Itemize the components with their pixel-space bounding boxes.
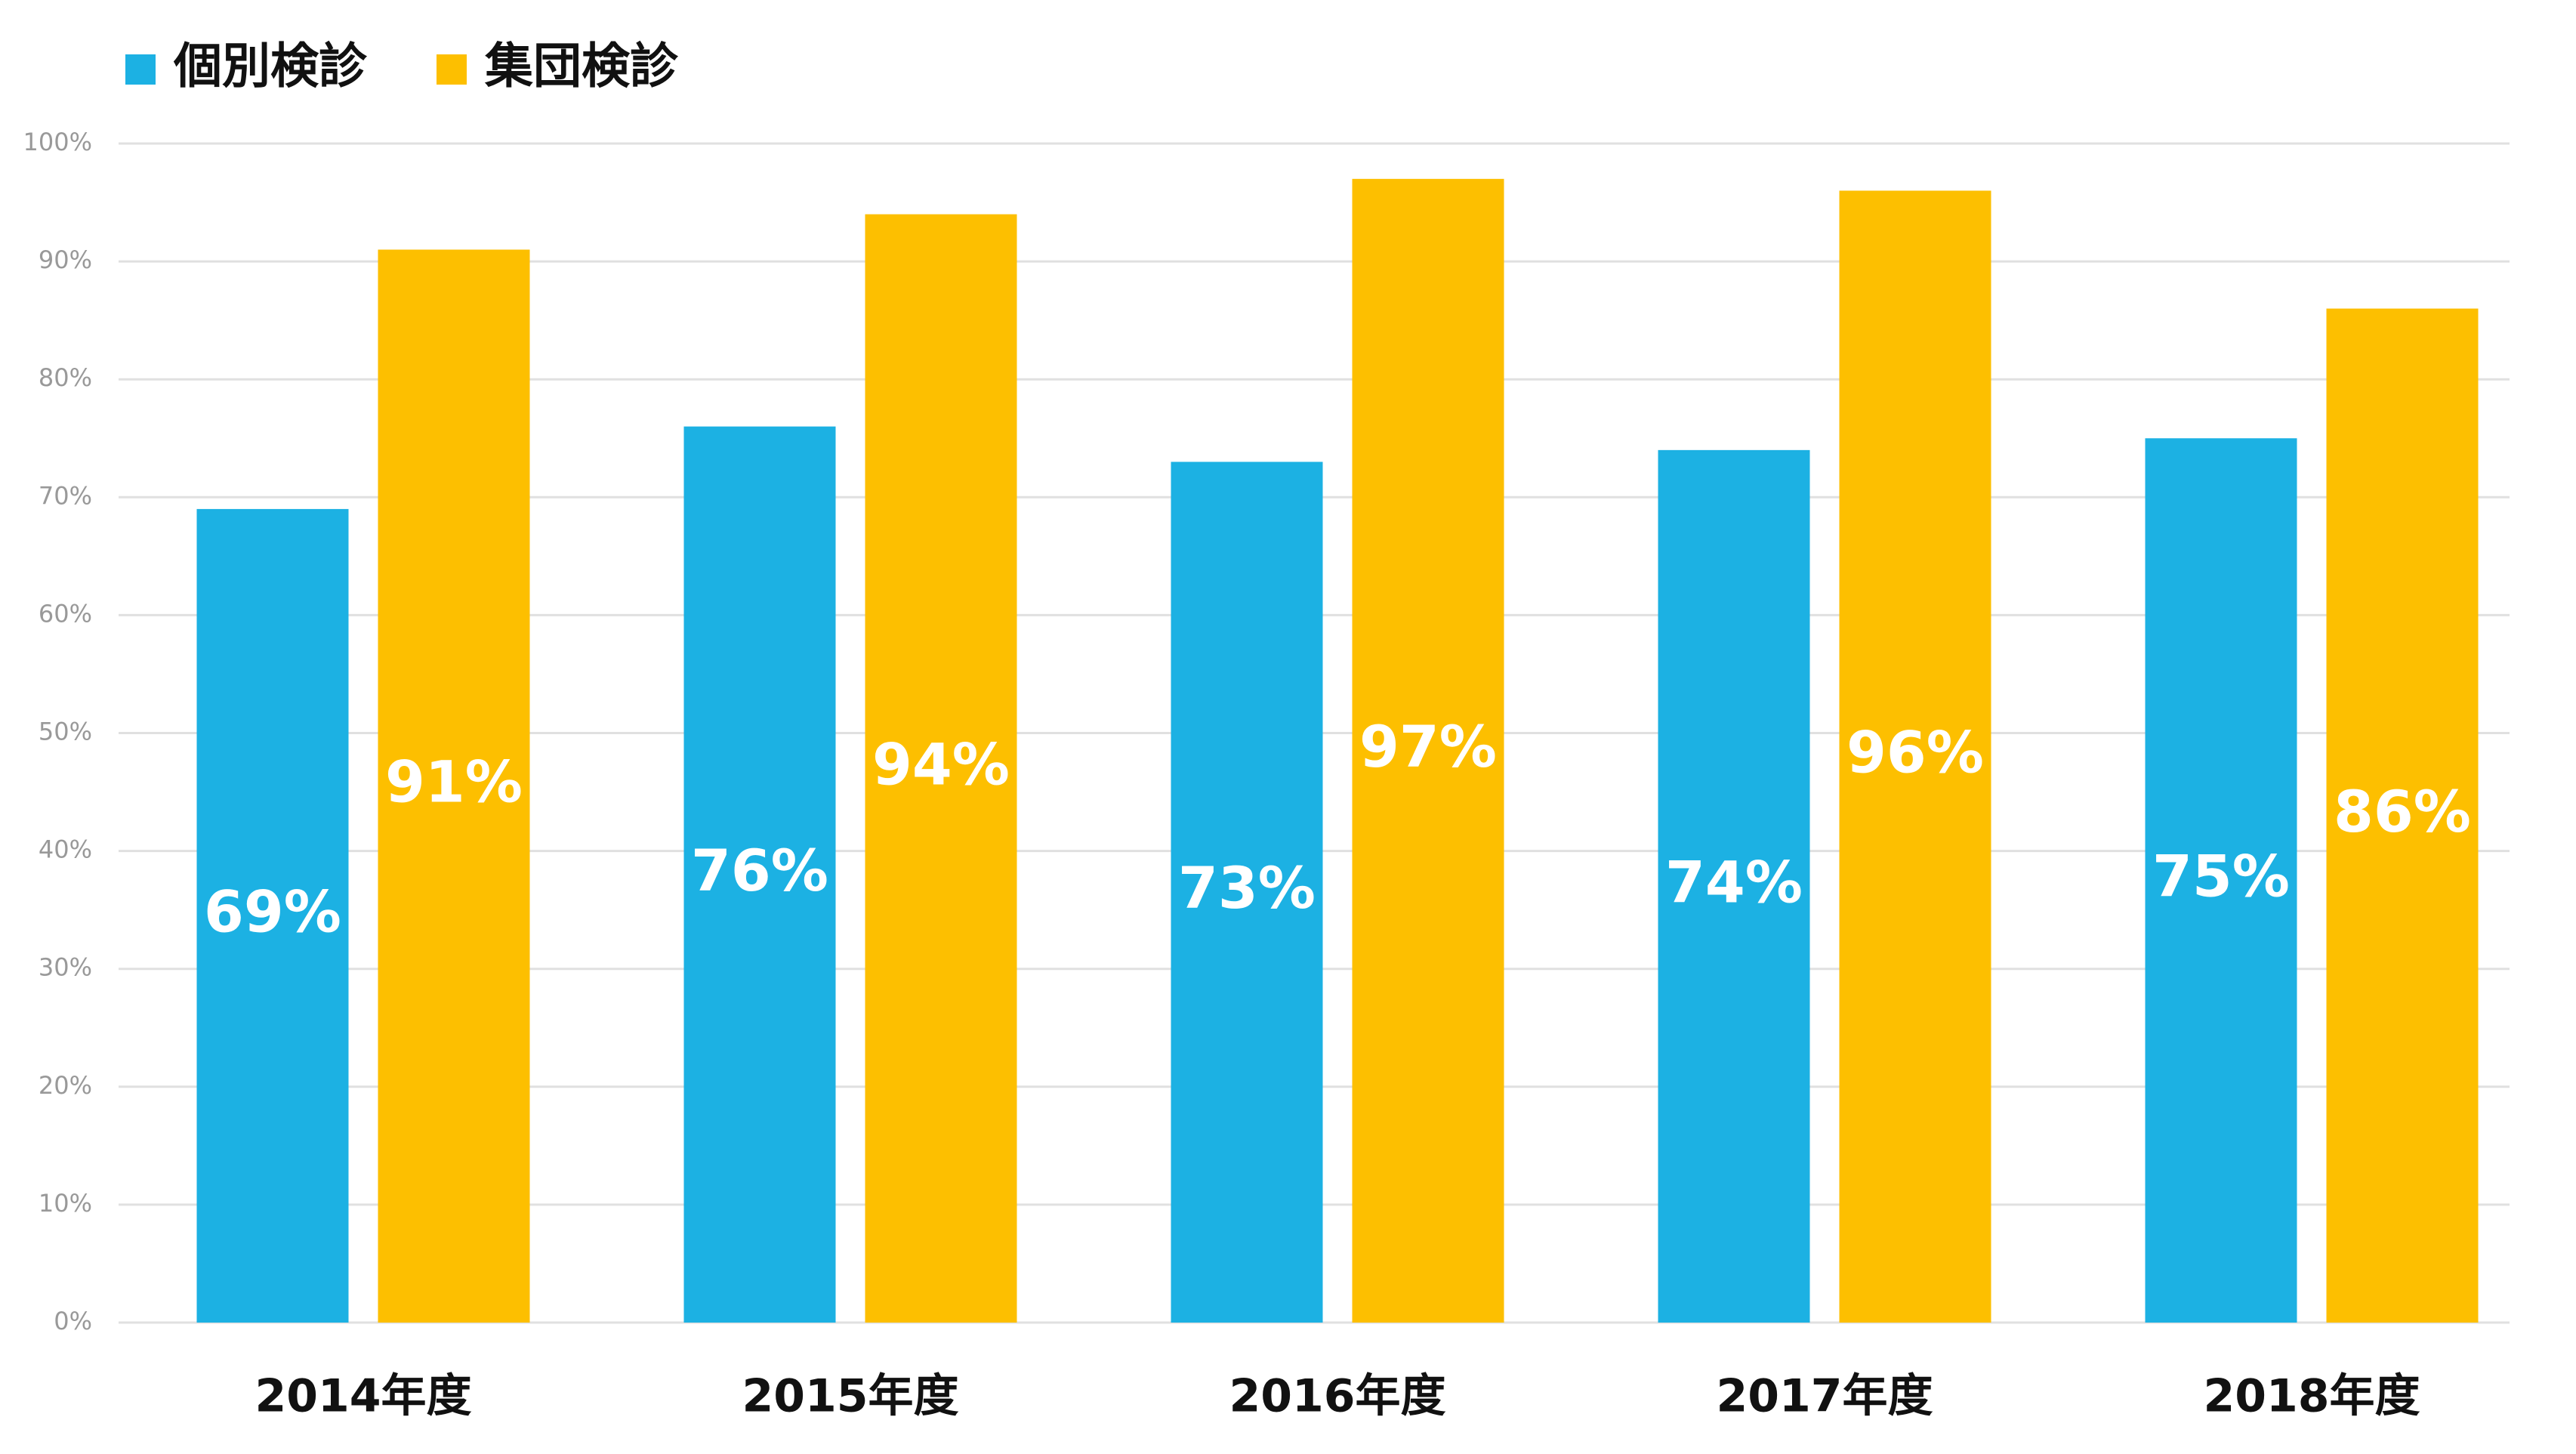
bar xyxy=(378,249,530,1323)
legend-swatch xyxy=(437,54,467,85)
x-tick-label: 2018年度 xyxy=(2204,1370,2420,1423)
y-tick-label: 20% xyxy=(39,1071,92,1100)
bar xyxy=(2326,308,2479,1323)
value-label: 97% xyxy=(1359,713,1497,780)
value-label: 76% xyxy=(691,837,828,904)
value-label: 69% xyxy=(204,878,341,945)
y-tick-label: 50% xyxy=(39,718,92,746)
y-tick-label: 40% xyxy=(39,835,92,864)
bar xyxy=(1658,449,1810,1323)
legend-label: 集団検診 xyxy=(484,39,679,95)
y-tick-label: 80% xyxy=(39,363,92,392)
value-label: 96% xyxy=(1846,719,1984,786)
legend-label: 個別検診 xyxy=(173,39,368,95)
value-label: 75% xyxy=(2152,843,2290,910)
x-tick-label: 2014年度 xyxy=(255,1370,472,1423)
x-tick-label: 2016年度 xyxy=(1229,1370,1446,1423)
bar xyxy=(2145,438,2297,1323)
y-tick-label: 0% xyxy=(54,1307,92,1335)
value-label: 74% xyxy=(1665,848,1803,915)
bar xyxy=(683,426,836,1323)
bar xyxy=(196,508,349,1323)
y-tick-label: 10% xyxy=(39,1189,92,1218)
value-label: 86% xyxy=(2334,778,2471,845)
bar xyxy=(1171,462,1323,1323)
value-label: 94% xyxy=(872,730,1010,798)
value-label: 91% xyxy=(385,749,523,816)
x-tick-label: 2017年度 xyxy=(1717,1370,1933,1423)
y-tick-label: 30% xyxy=(39,953,92,982)
y-tick-label: 70% xyxy=(39,481,92,510)
legend-swatch xyxy=(125,54,156,85)
bar xyxy=(1352,178,1504,1323)
x-tick-label: 2015年度 xyxy=(742,1370,959,1423)
bar xyxy=(865,214,1017,1323)
y-tick-label: 60% xyxy=(39,599,92,628)
value-label: 73% xyxy=(1178,854,1316,921)
y-tick-label: 90% xyxy=(39,245,92,274)
y-tick-label: 100% xyxy=(23,128,92,156)
bar xyxy=(1839,190,1991,1323)
